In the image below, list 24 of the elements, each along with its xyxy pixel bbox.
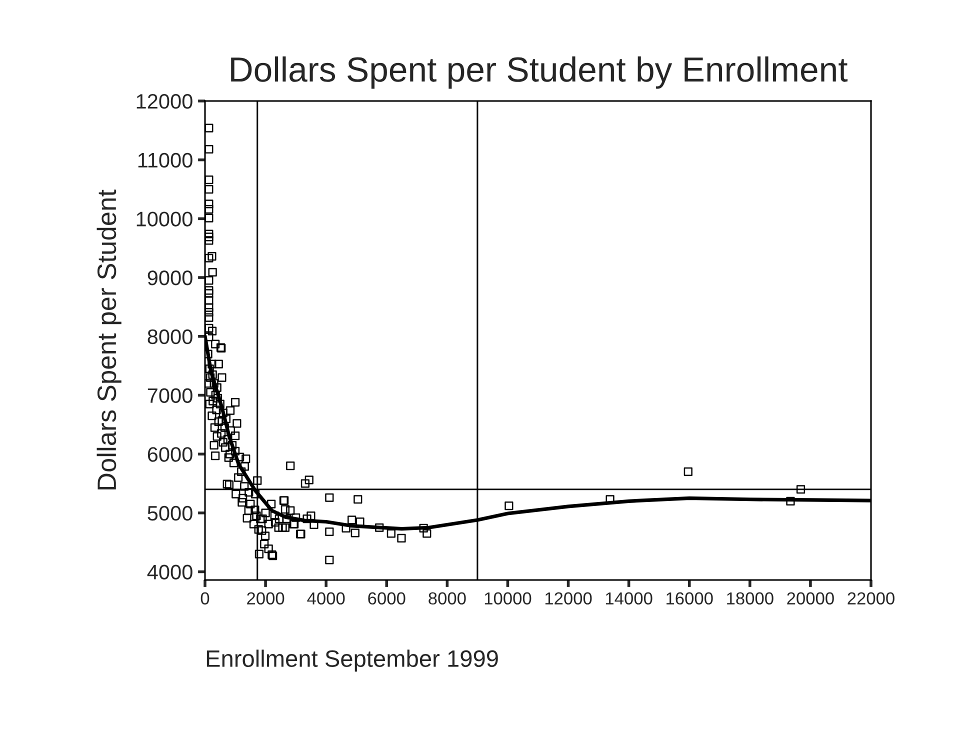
x-tick-label: 12000 [545,592,592,605]
x-tick-label: 16000 [666,592,713,605]
x-tick-label: 0 [200,592,210,605]
x-tick-label: 2000 [247,592,284,605]
x-tick-label: 22000 [848,592,894,605]
x-tick-label: 18000 [727,592,774,605]
x-tick-label: 10000 [484,592,532,605]
x-axis-title: Enrollment September 1999 [206,650,498,672]
y-tick-label: 9000 [148,270,192,286]
x-tick-label: 6000 [368,592,406,605]
y-tick-label: 7000 [148,388,192,403]
y-tick-label: 12000 [136,94,192,109]
y-tick-label: 5000 [148,506,192,521]
x-tick-label: 14000 [606,592,652,605]
x-tick-label: 4000 [307,592,345,605]
y-tick-label: 4000 [147,564,192,580]
x-tick-label: 20000 [787,592,834,605]
y-tick-label: 11000 [138,152,192,168]
chart-title: Dollars Spent per Student by Enrollment [231,56,848,89]
y-axis-title: Dollars Spent per Student [96,190,122,490]
y-tick-label: 8000 [148,329,192,344]
y-tick-label: 10000 [136,212,192,226]
y-tick-label: 6000 [148,447,192,462]
x-tick-label: 8000 [428,592,466,605]
